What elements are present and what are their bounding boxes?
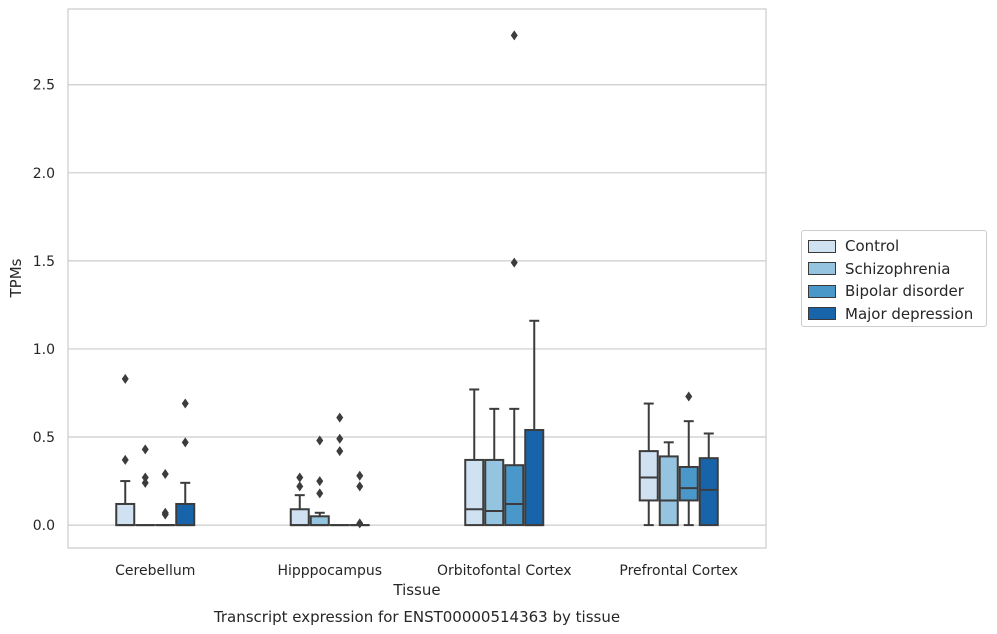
box-body bbox=[289, 508, 310, 527]
box-schizophrenia bbox=[309, 435, 330, 527]
box-major-depression bbox=[349, 470, 370, 529]
y-tick-label: 1.5 bbox=[33, 254, 55, 270]
outlier-point bbox=[685, 391, 693, 402]
box-schizophrenia bbox=[484, 407, 505, 527]
box-body bbox=[175, 502, 196, 527]
box-body bbox=[464, 458, 485, 527]
box-bipolar-disorder bbox=[678, 391, 699, 527]
box-schizophrenia bbox=[658, 441, 679, 527]
x-tick-label: Hipppocampus bbox=[277, 563, 382, 579]
legend: Control Schizophrenia Bipolar disorder Majo… bbox=[801, 230, 987, 327]
outlier-point bbox=[356, 470, 364, 481]
box-body bbox=[484, 458, 505, 527]
box-body bbox=[115, 502, 136, 527]
box-bipolar-disorder bbox=[155, 469, 176, 527]
y-tick-label: 2.0 bbox=[33, 166, 55, 182]
outlier-point bbox=[161, 469, 169, 480]
box-groups bbox=[115, 30, 719, 529]
box-schizophrenia bbox=[135, 444, 156, 527]
outlier-point bbox=[181, 437, 189, 448]
outlier-point bbox=[336, 446, 344, 457]
y-tick-label: 0.5 bbox=[33, 430, 55, 446]
y-tick-label: 2.5 bbox=[33, 78, 55, 94]
outlier-point bbox=[161, 507, 169, 518]
outlier-point bbox=[296, 481, 304, 492]
legend-label: Bipolar disorder bbox=[845, 282, 964, 301]
x-axis-label: Tissue bbox=[392, 581, 440, 599]
outlier-point bbox=[181, 398, 189, 409]
legend-item: Schizophrenia bbox=[808, 258, 980, 281]
box-control bbox=[115, 373, 136, 527]
box-control bbox=[464, 388, 485, 527]
outlier-point bbox=[141, 444, 149, 455]
box-body bbox=[309, 515, 330, 527]
box-body bbox=[698, 457, 719, 527]
legend-swatch bbox=[808, 239, 836, 253]
box-control bbox=[289, 472, 310, 527]
x-tick-labels: Cerebellum Hipppocampus Orbitofontal Corte… bbox=[115, 563, 738, 579]
outlier-point bbox=[336, 433, 344, 444]
legend-item: Bipolar disorder bbox=[808, 280, 980, 303]
box-major-depression bbox=[524, 319, 545, 527]
legend-swatch bbox=[808, 307, 836, 321]
box-bipolar-disorder bbox=[504, 30, 525, 527]
box-control bbox=[638, 402, 659, 527]
box-body bbox=[504, 464, 525, 527]
legend-label: Schizophrenia bbox=[845, 259, 951, 278]
outlier-point bbox=[141, 477, 149, 488]
y-tick-label: 1.0 bbox=[33, 342, 55, 358]
outlier-point bbox=[121, 373, 129, 384]
outlier-point bbox=[356, 518, 364, 529]
legend-swatch bbox=[808, 284, 836, 298]
box-body bbox=[678, 465, 699, 502]
outlier-point bbox=[510, 257, 518, 268]
x-tick-label: Prefrontal Cortex bbox=[619, 563, 738, 579]
outlier-point bbox=[356, 481, 364, 492]
y-tick-label: 0.0 bbox=[33, 518, 55, 534]
box-major-depression bbox=[698, 432, 719, 527]
box-body bbox=[524, 428, 545, 527]
legend-item: Major depression bbox=[808, 303, 980, 326]
outlier-point bbox=[316, 435, 324, 446]
legend-swatch bbox=[808, 262, 836, 276]
box-major-depression bbox=[175, 398, 196, 527]
outlier-point bbox=[316, 488, 324, 499]
outlier-point bbox=[510, 30, 518, 41]
box-body bbox=[638, 450, 659, 502]
box-body bbox=[658, 455, 679, 527]
y-tick-labels: 0.0 0.5 1.0 1.5 2.0 2.5 bbox=[33, 78, 55, 534]
legend-label: Major depression bbox=[845, 304, 974, 323]
legend-label: Control bbox=[845, 237, 900, 256]
box-bipolar-disorder bbox=[329, 412, 350, 527]
x-tick-label: Orbitofontal Cortex bbox=[437, 563, 572, 579]
legend-item: Control bbox=[808, 235, 980, 258]
outlier-point bbox=[316, 476, 324, 487]
outlier-point bbox=[336, 412, 344, 423]
y-axis-label: TPMs bbox=[7, 258, 25, 298]
chart-title: Transcript expression for ENST0000051436… bbox=[213, 608, 620, 626]
outlier-point bbox=[296, 472, 304, 483]
x-tick-label: Cerebellum bbox=[115, 563, 195, 579]
outlier-point bbox=[141, 472, 149, 483]
outlier-point bbox=[121, 454, 129, 465]
